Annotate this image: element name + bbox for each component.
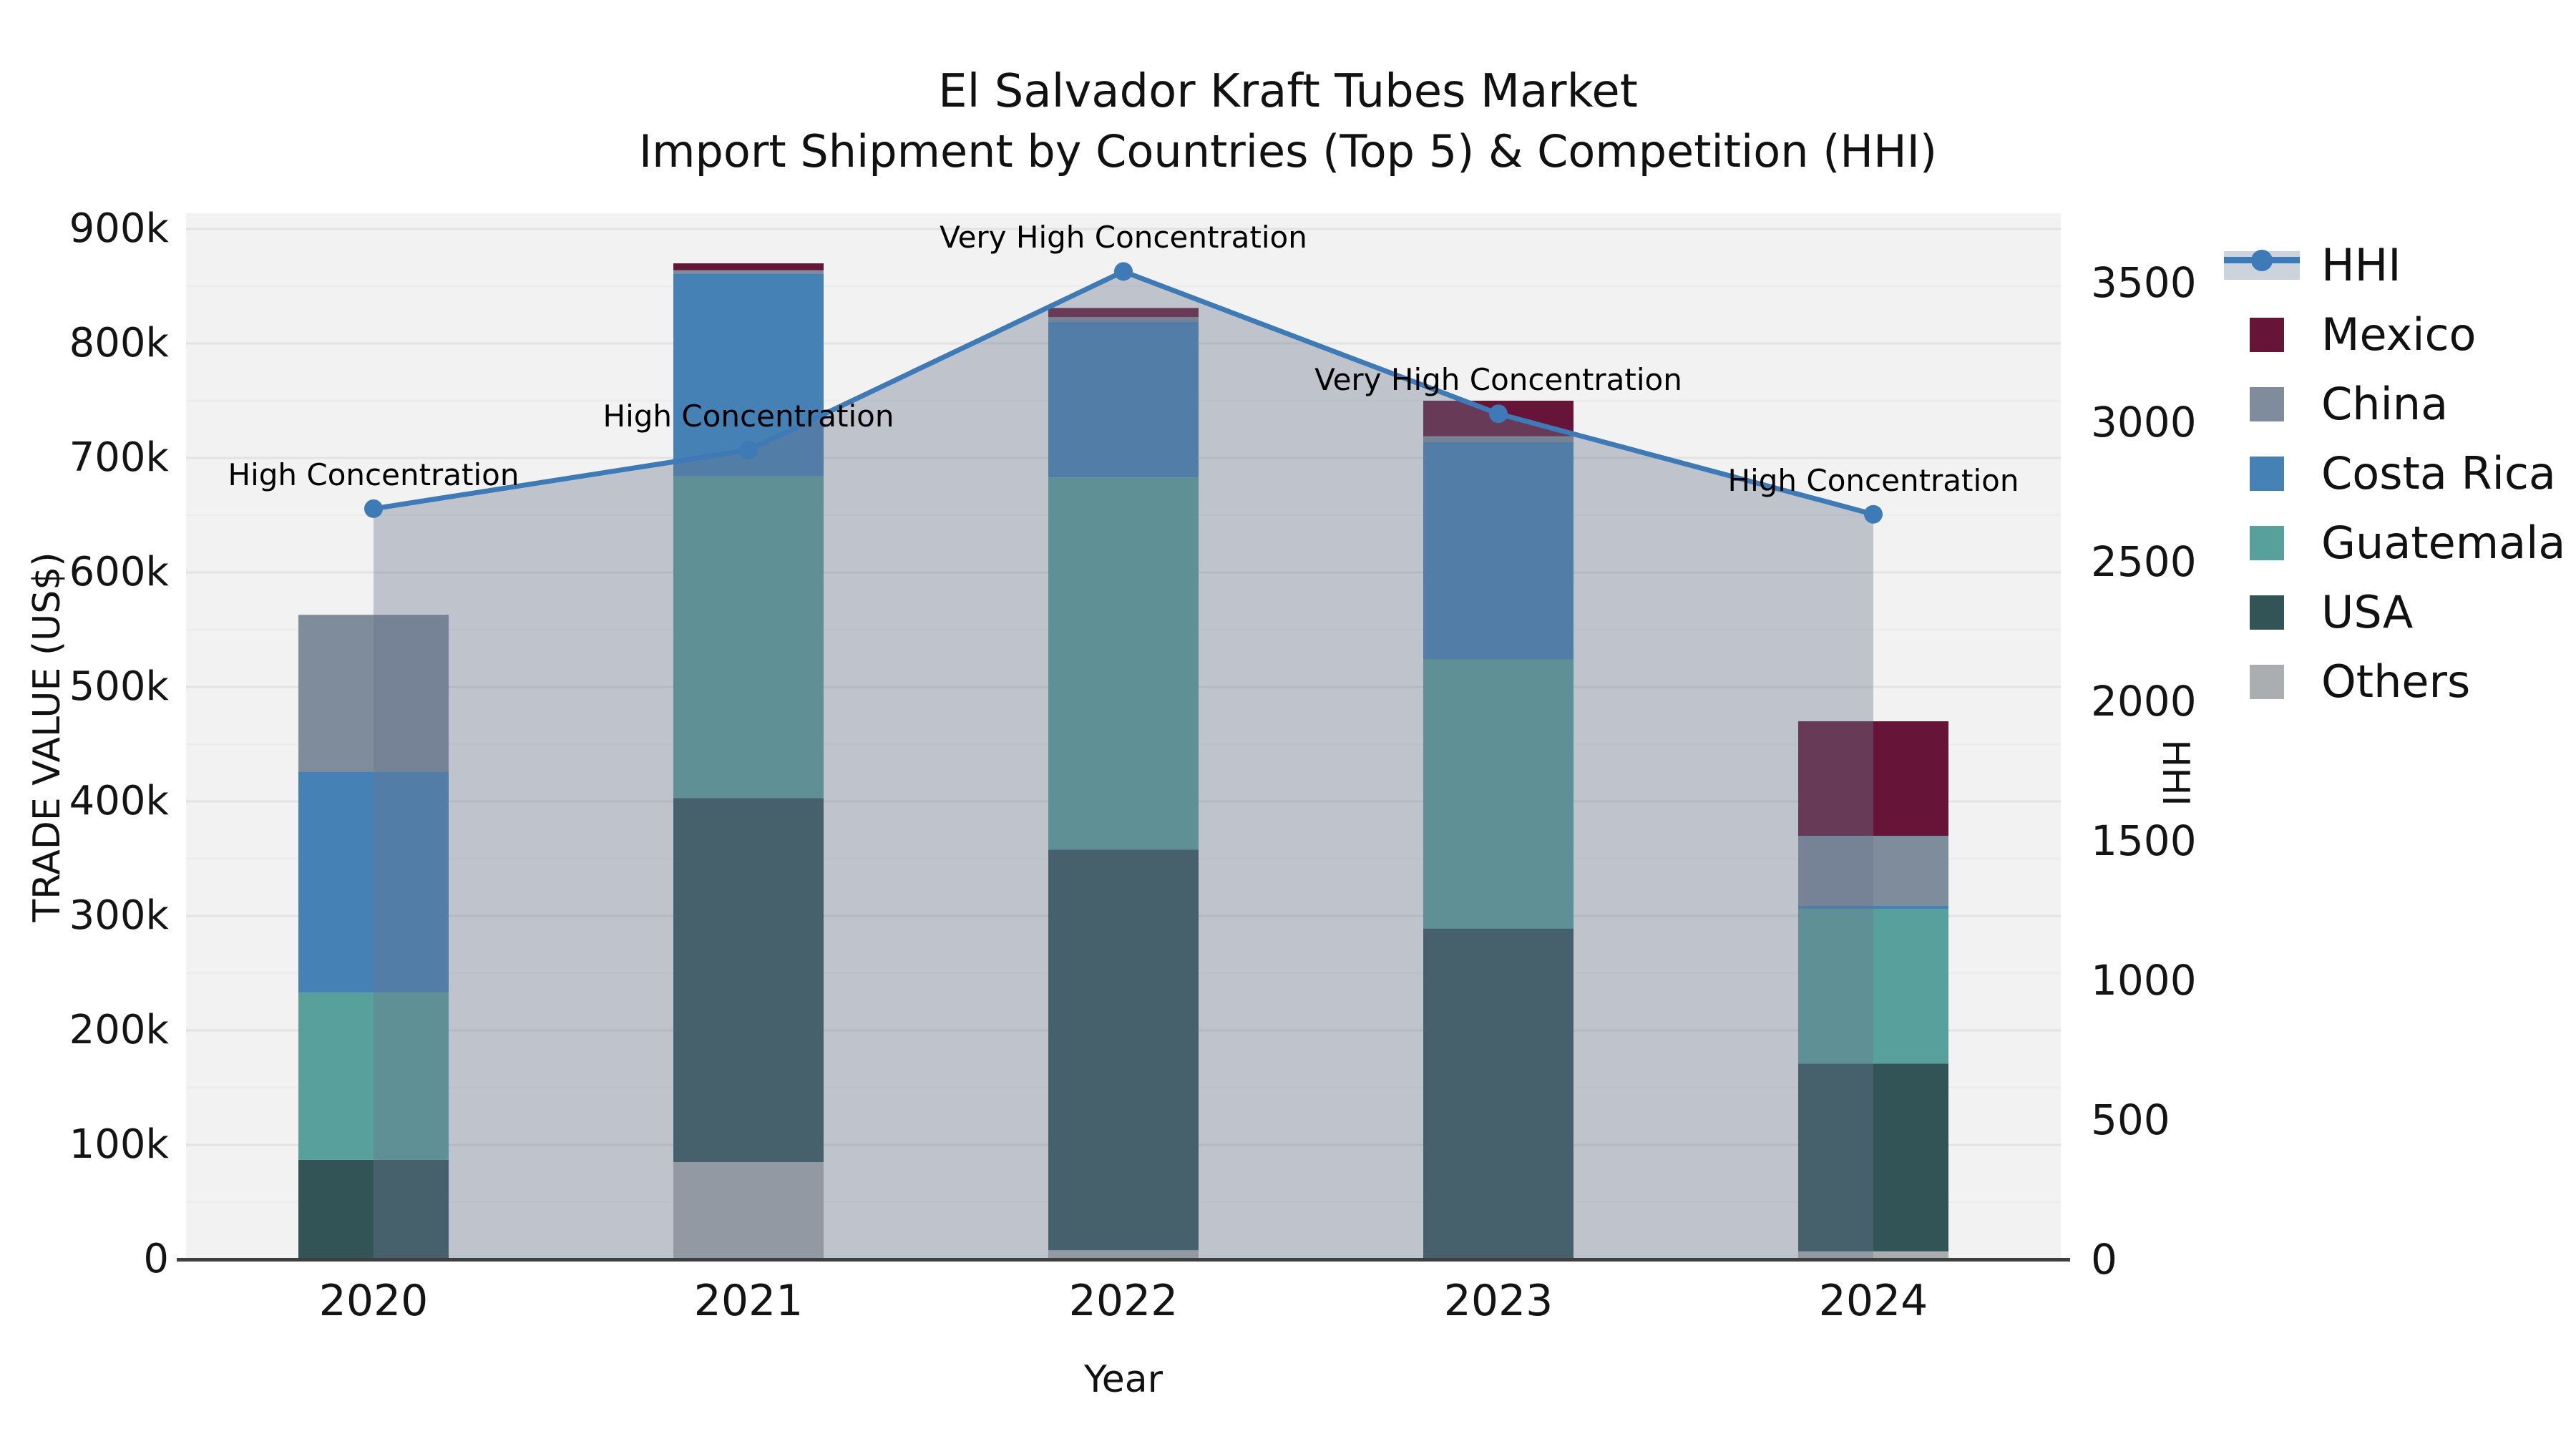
x-axis-tick-2024: 2024 [1818, 1276, 1928, 1326]
legend-item-guatemala: Guatemala [2224, 508, 2565, 577]
bar-segment-guatemala-2021 [673, 476, 824, 799]
legend-label: Guatemala [2321, 517, 2566, 569]
annotation-2021: High Concentration [602, 399, 894, 434]
y-axis-label-left: TRADE VALUE (US$) [26, 552, 69, 922]
left-axis-tick: 100k [69, 1121, 169, 1168]
bar-segment-others-2022 [1048, 1250, 1199, 1259]
legend-color-swatch [2250, 664, 2284, 699]
bar-segment-costa-rica-2020 [298, 771, 449, 993]
bar-segment-china-2021 [673, 270, 824, 274]
legend-swatch-icon [2224, 525, 2300, 560]
x-axis-tick-2021: 2021 [693, 1276, 804, 1326]
hhi-marker-2021 [739, 441, 758, 459]
legend-color-swatch [2250, 386, 2284, 421]
bar-segment-guatemala-2023 [1423, 659, 1574, 929]
chart-canvas [186, 228, 2061, 1259]
legend-swatch-icon [2224, 386, 2300, 421]
hhi-line-sample-icon [2224, 249, 2300, 280]
left-axis-tick: 900k [69, 205, 169, 252]
bar-segment-usa-2023 [1423, 928, 1574, 1259]
legend-swatch-icon [2224, 595, 2300, 630]
right-axis-tick: 500 [2091, 1096, 2170, 1144]
hhi-marker-2024 [1864, 504, 1883, 524]
legend-label: Costa Rica [2321, 447, 2556, 499]
right-axis-tick: 2000 [2091, 677, 2197, 726]
legend-color-swatch [2250, 317, 2284, 352]
right-axis-tick: 2500 [2091, 537, 2197, 586]
bar-segment-others-2024 [1798, 1251, 1948, 1259]
bar-segment-guatemala-2024 [1798, 909, 1948, 1064]
x-axis-spine [177, 1258, 2070, 1262]
legend-item-others: Others [2224, 647, 2565, 716]
bar-segment-mexico-2022 [1048, 308, 1199, 318]
left-axis-tick: 500k [69, 663, 169, 710]
hhi-area-band-icon [2224, 249, 2300, 280]
legend-label: USA [2321, 586, 2414, 638]
right-axis-tick: 0 [2091, 1235, 2117, 1284]
bar-segment-costa-rica-2024 [1798, 905, 1948, 909]
x-axis-tick-2020: 2020 [318, 1276, 429, 1326]
plot-area [186, 213, 2061, 1261]
legend-color-swatch [2250, 525, 2284, 560]
legend-item-hhi: HHI [2224, 230, 2565, 300]
bar-segment-usa-2024 [1798, 1063, 1948, 1252]
hhi-marker-2022 [1114, 262, 1133, 281]
bar-segment-others-2021 [673, 1162, 824, 1259]
legend-swatch-icon [2224, 664, 2300, 699]
bar-segment-china-2022 [1048, 317, 1199, 322]
x-axis-tick-2022: 2022 [1068, 1276, 1179, 1326]
right-axis-tick: 1500 [2091, 816, 2197, 865]
hhi-marker-2023 [1489, 404, 1508, 424]
left-axis-tick: 0 [143, 1236, 169, 1282]
chart-subtitle: Import Shipment by Countries (Top 5) & C… [638, 125, 1938, 177]
bar-segment-usa-2022 [1048, 849, 1199, 1251]
legend-label: HHI [2321, 239, 2401, 291]
bar-segment-costa-rica-2022 [1048, 321, 1199, 478]
bar-segment-guatemala-2020 [298, 992, 449, 1160]
left-axis-tick: 200k [69, 1007, 169, 1053]
legend-item-mexico: Mexico [2224, 300, 2565, 369]
right-axis-tick: 3000 [2091, 398, 2197, 447]
bar-segment-china-2024 [1798, 836, 1948, 906]
right-axis-tick: 1000 [2091, 956, 2197, 1005]
legend: HHI Mexico China Costa Rica Guatemala USA Othe… [2224, 230, 2565, 716]
left-axis-tick: 800k [69, 320, 169, 366]
annotation-2020: High Concentration [228, 457, 519, 492]
right-axis-tick: 3500 [2091, 258, 2197, 307]
legend-item-usa: USA [2224, 577, 2565, 647]
legend-label: Mexico [2321, 308, 2477, 361]
bar-segment-usa-2021 [673, 798, 824, 1162]
bar-segment-usa-2020 [298, 1159, 449, 1259]
annotation-2024: High Concentration [1727, 462, 2019, 498]
bar-segment-mexico-2024 [1798, 721, 1948, 836]
bar-segment-guatemala-2022 [1048, 477, 1199, 850]
chart-title: El Salvador Kraft Tubes Market [938, 65, 1638, 118]
x-axis-label: Year [1083, 1358, 1163, 1401]
legend-item-costa-rica: Costa Rica [2224, 439, 2565, 508]
legend-item-china: China [2224, 369, 2565, 439]
left-axis-tick: 300k [69, 892, 169, 939]
annotation-2023: Very High Concentration [1314, 362, 1682, 398]
left-axis-tick: 400k [69, 778, 169, 824]
legend-swatch-icon [2224, 456, 2300, 491]
hhi-marker-2020 [364, 499, 383, 518]
legend-swatch-icon [2224, 317, 2300, 352]
x-axis-tick-2023: 2023 [1443, 1276, 1553, 1326]
legend-color-swatch [2250, 456, 2284, 491]
bar-segment-china-2020 [298, 615, 449, 772]
legend-label: Others [2321, 655, 2471, 708]
bar-segment-mexico-2021 [673, 263, 824, 270]
legend-label: China [2321, 378, 2449, 430]
annotation-2022: Very High Concentration [940, 220, 1307, 255]
hhi-area-fill [374, 271, 1873, 1259]
legend-color-swatch [2250, 595, 2284, 630]
bar-segment-costa-rica-2023 [1423, 441, 1574, 660]
left-axis-tick: 700k [69, 434, 169, 481]
bar-segment-china-2023 [1423, 436, 1574, 442]
left-axis-tick: 600k [69, 549, 169, 595]
